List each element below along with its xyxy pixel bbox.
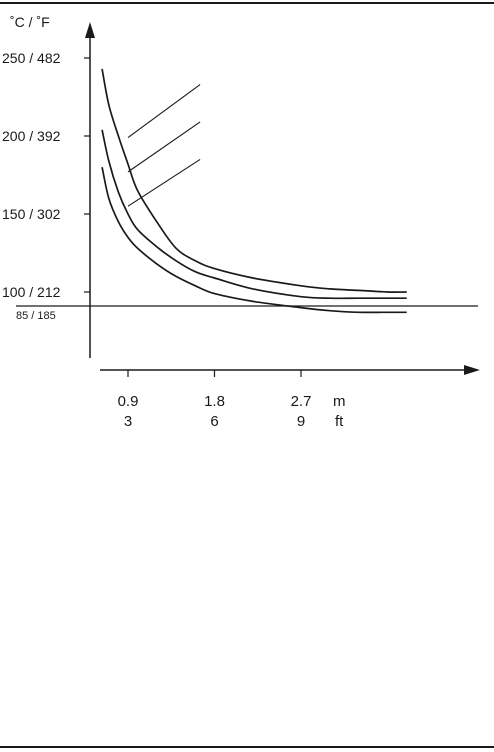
y-tick-label: 200 / 392 <box>2 128 61 144</box>
leader-line-1 <box>127 84 201 139</box>
top-rule <box>0 2 494 4</box>
x-ticks: m ft 0.9 3 1.8 6 2.7 9 <box>118 370 346 430</box>
x-unit-m: m <box>333 393 346 410</box>
y-axis-arrow <box>85 22 95 38</box>
series-line-3 <box>101 167 407 314</box>
threshold-label: 85 / 185 <box>16 310 56 322</box>
bottom-rule <box>0 746 494 748</box>
leader-line-3 <box>127 158 201 207</box>
series-line-1 <box>101 68 407 293</box>
axes: ˚C / ˚F <box>10 14 480 375</box>
leader-lines <box>127 84 201 207</box>
y-axis-label: ˚C / ˚F <box>10 14 50 30</box>
y-tick-label: 250 / 482 <box>2 50 61 66</box>
y-ticks: 250 / 482 200 / 392 150 / 302 100 / 212 <box>2 50 90 300</box>
x-tick-label-m: 0.9 <box>118 393 139 410</box>
x-tick-label-ft: 9 <box>297 413 305 430</box>
series-line-2 <box>101 129 407 300</box>
x-tick-label-m: 1.8 <box>204 393 225 410</box>
x-tick-label-ft: 6 <box>210 413 218 430</box>
y-tick-label: 150 / 302 <box>2 206 61 222</box>
series-group <box>101 68 407 314</box>
x-tick-label-m: 2.7 <box>291 393 312 410</box>
y-tick-label: 100 / 212 <box>2 284 61 300</box>
x-unit-ft: ft <box>335 413 344 430</box>
x-axis-arrow <box>464 365 480 375</box>
threshold-group: 85 / 185 <box>16 305 478 322</box>
leader-line-2 <box>127 121 201 173</box>
x-tick-label-ft: 3 <box>124 413 132 430</box>
